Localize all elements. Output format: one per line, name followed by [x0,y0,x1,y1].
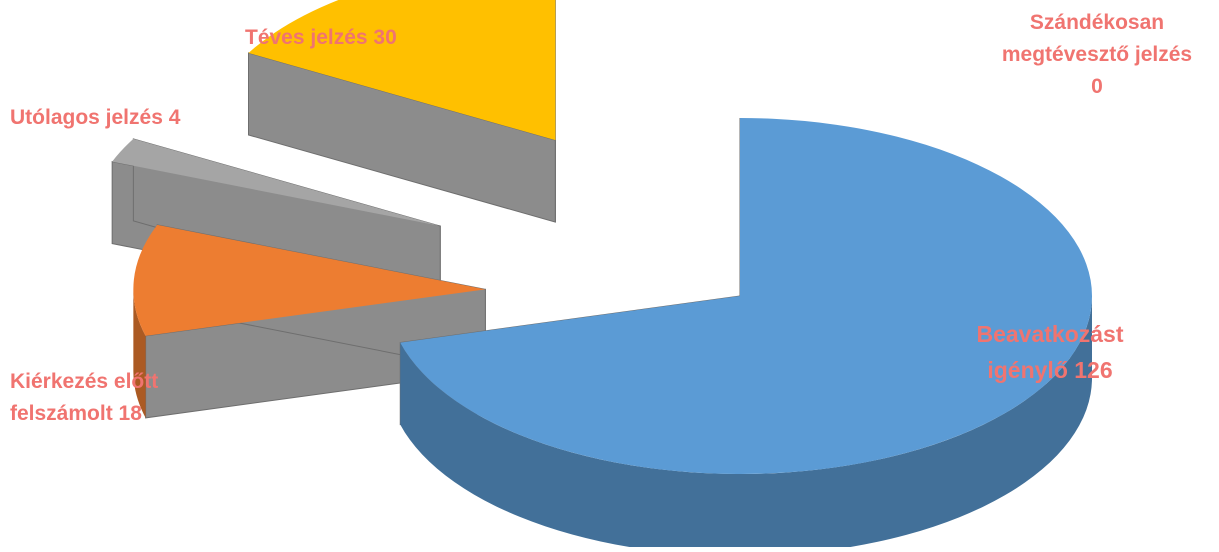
data-label-line: Téves jelzés 30 [245,26,397,49]
pie-slice-side [133,289,146,418]
pie-slice [248,0,556,223]
data-label-line: Beavatkozást [976,321,1123,347]
data-label-line: igénylő 126 [987,357,1112,383]
pie-slice-top [248,0,556,141]
data-label-line: Utólagos jelzés 4 [10,106,181,129]
pie-slice [133,224,486,419]
pie-slice-top [112,138,441,227]
data-label: Utólagos jelzés 4 [10,106,181,129]
data-label: Téves jelzés 30 [245,26,397,49]
data-label: Beavatkozást igénylő 126 [976,321,1123,383]
data-label-line: felszámolt 18 [10,402,142,425]
data-label-line: Kiérkezés előtt [10,370,158,393]
pie-slice-top [400,118,1093,475]
data-label-line: megtévesztő jelzés [1002,43,1192,66]
pie-slice-top [133,224,486,336]
data-label-line: 0 [1091,75,1103,98]
data-label: Kiérkezés előtt felszámolt 18 [10,370,158,425]
pie-slice-side [400,296,1092,552]
pie-slice [399,118,1093,552]
data-label: Szándékosan megtévesztő jelzés 0 [1002,11,1192,98]
data-label-line: Szándékosan [1030,11,1164,34]
